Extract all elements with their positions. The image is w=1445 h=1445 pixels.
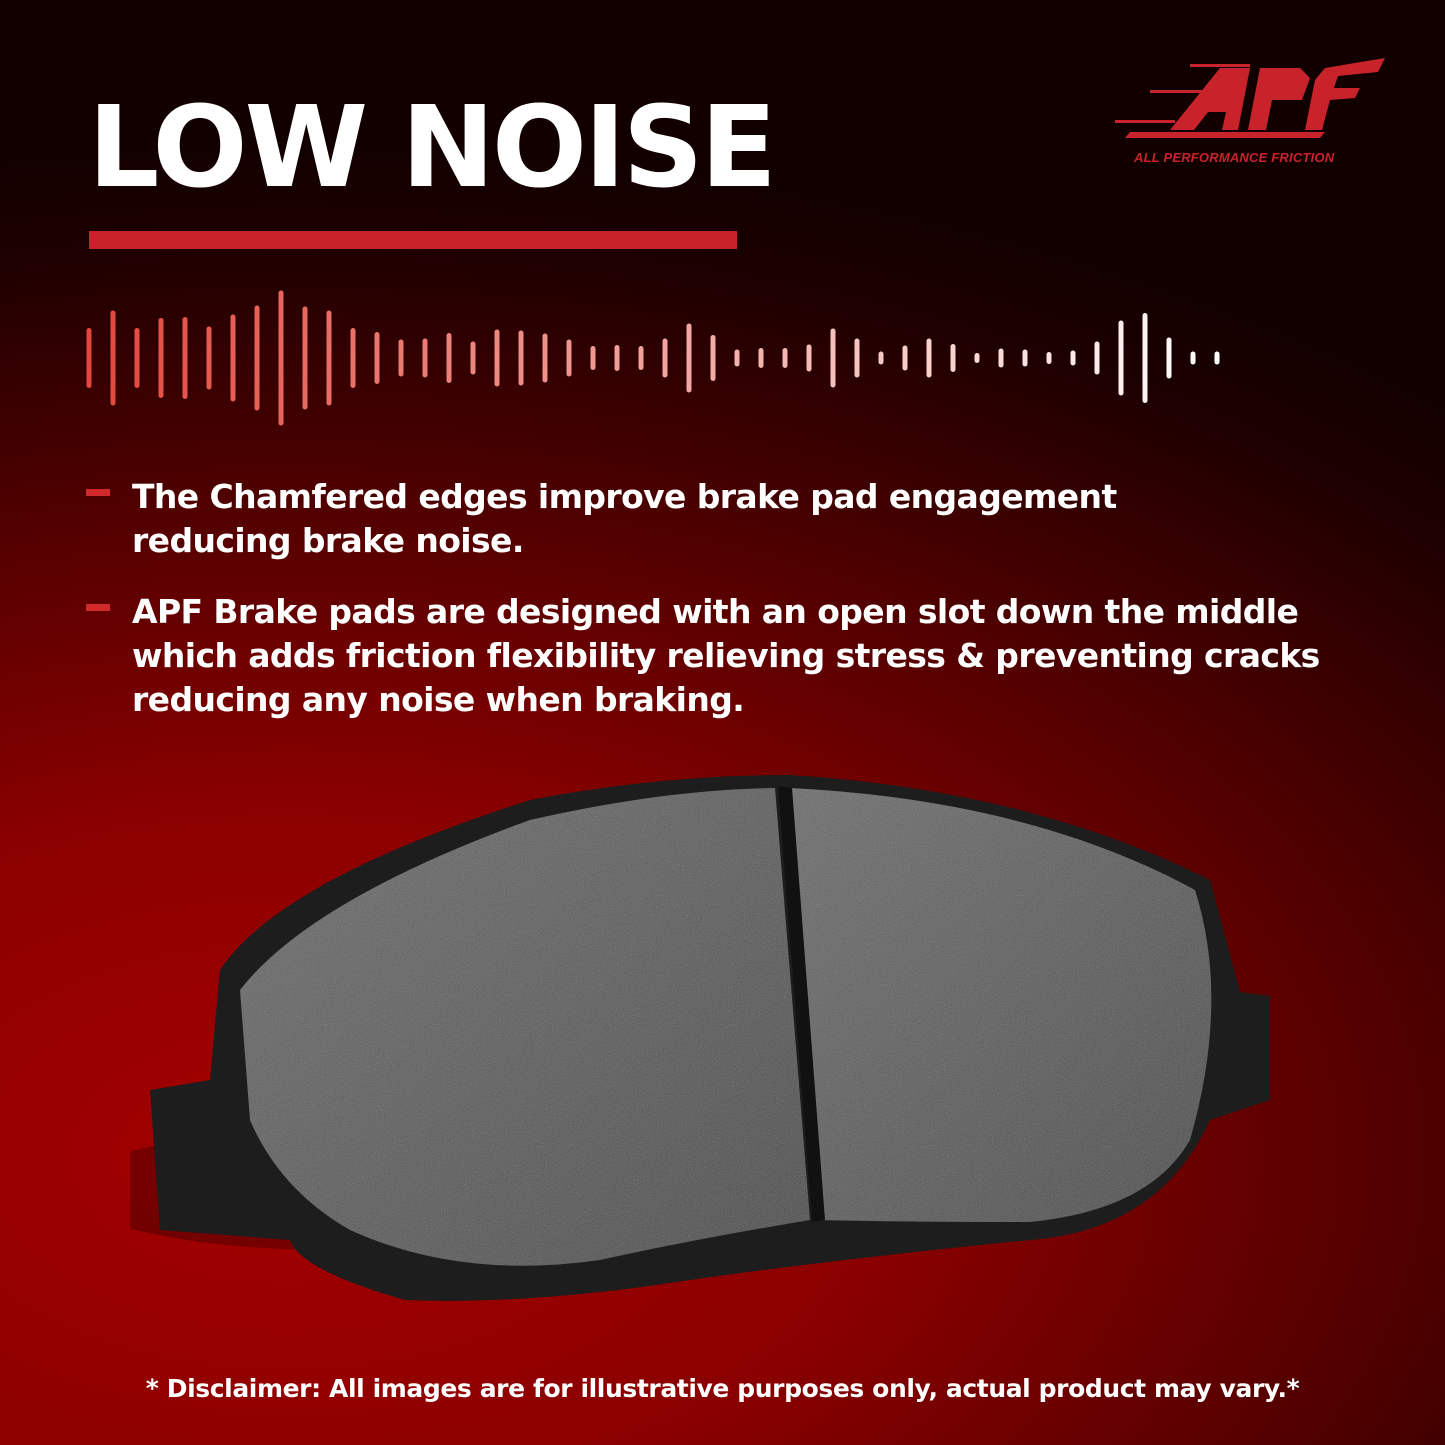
wave-bar xyxy=(470,341,476,375)
wave-bar xyxy=(830,328,836,388)
wave-bar xyxy=(494,329,500,387)
wave-bar xyxy=(734,349,740,367)
brake-pad-image xyxy=(130,775,1270,1301)
wave-bar xyxy=(86,328,92,388)
wave-bar xyxy=(278,290,284,426)
wave-bar xyxy=(398,339,404,377)
logo-tagline: ALL PERFORMANCE FRICTION xyxy=(1134,150,1335,165)
wave-bar xyxy=(782,348,788,368)
wave-bar xyxy=(374,332,380,384)
wave-bar xyxy=(230,314,236,402)
wave-bar xyxy=(542,333,548,383)
wave-bar xyxy=(638,346,644,370)
wave-bar xyxy=(1214,351,1220,365)
wave-bar xyxy=(518,330,524,386)
wave-bar xyxy=(110,310,116,406)
wave-bar xyxy=(974,353,980,363)
wave-bar xyxy=(950,344,956,372)
wave-bar xyxy=(758,348,764,368)
wave-bar xyxy=(254,305,260,411)
apf-logo xyxy=(1115,58,1385,138)
page-title: LOW NOISE xyxy=(88,83,777,213)
wave-bar xyxy=(1046,352,1052,364)
disclaimer: * Disclaimer: All images are for illustr… xyxy=(145,1374,1300,1403)
feature-text: The Chamfered edges improve brake pad en… xyxy=(132,477,1117,560)
wave-bar xyxy=(422,338,428,378)
wave-bar xyxy=(182,317,188,399)
wave-bar xyxy=(1022,349,1028,367)
wave-bar xyxy=(158,318,164,398)
title-underline xyxy=(89,231,737,249)
wave-bar xyxy=(1070,350,1076,366)
wave-bar xyxy=(302,306,308,410)
wave-bar xyxy=(1166,337,1172,379)
wave-bar xyxy=(878,351,884,365)
wave-bar xyxy=(206,326,212,390)
wave-bar xyxy=(566,339,572,377)
wave-bar xyxy=(926,338,932,378)
feature-item: APF Brake pads are designed with an open… xyxy=(86,590,1386,722)
wave-bar xyxy=(1190,351,1196,365)
wave-bar xyxy=(998,348,1004,368)
bullet-dash-icon xyxy=(86,489,110,496)
wave-bar xyxy=(446,333,452,383)
wave-bar xyxy=(350,328,356,388)
bullet-dash-icon xyxy=(86,604,110,611)
wave-bar xyxy=(614,345,620,371)
wave-bar xyxy=(662,338,668,378)
wave-bar xyxy=(902,345,908,371)
wave-bar xyxy=(854,338,860,378)
wave-bar xyxy=(326,310,332,406)
wave-bar xyxy=(806,344,812,372)
wave-bar xyxy=(1094,341,1100,375)
wave-bar xyxy=(710,335,716,381)
wave-bar xyxy=(590,346,596,370)
wave-bar xyxy=(686,323,692,393)
feature-item: The Chamfered edges improve brake pad en… xyxy=(86,475,1386,563)
wave-bar xyxy=(1142,313,1148,403)
wave-bar xyxy=(1118,320,1124,396)
wave-bar xyxy=(134,328,140,388)
feature-text: APF Brake pads are designed with an open… xyxy=(132,592,1320,719)
sound-wave xyxy=(86,290,1220,426)
